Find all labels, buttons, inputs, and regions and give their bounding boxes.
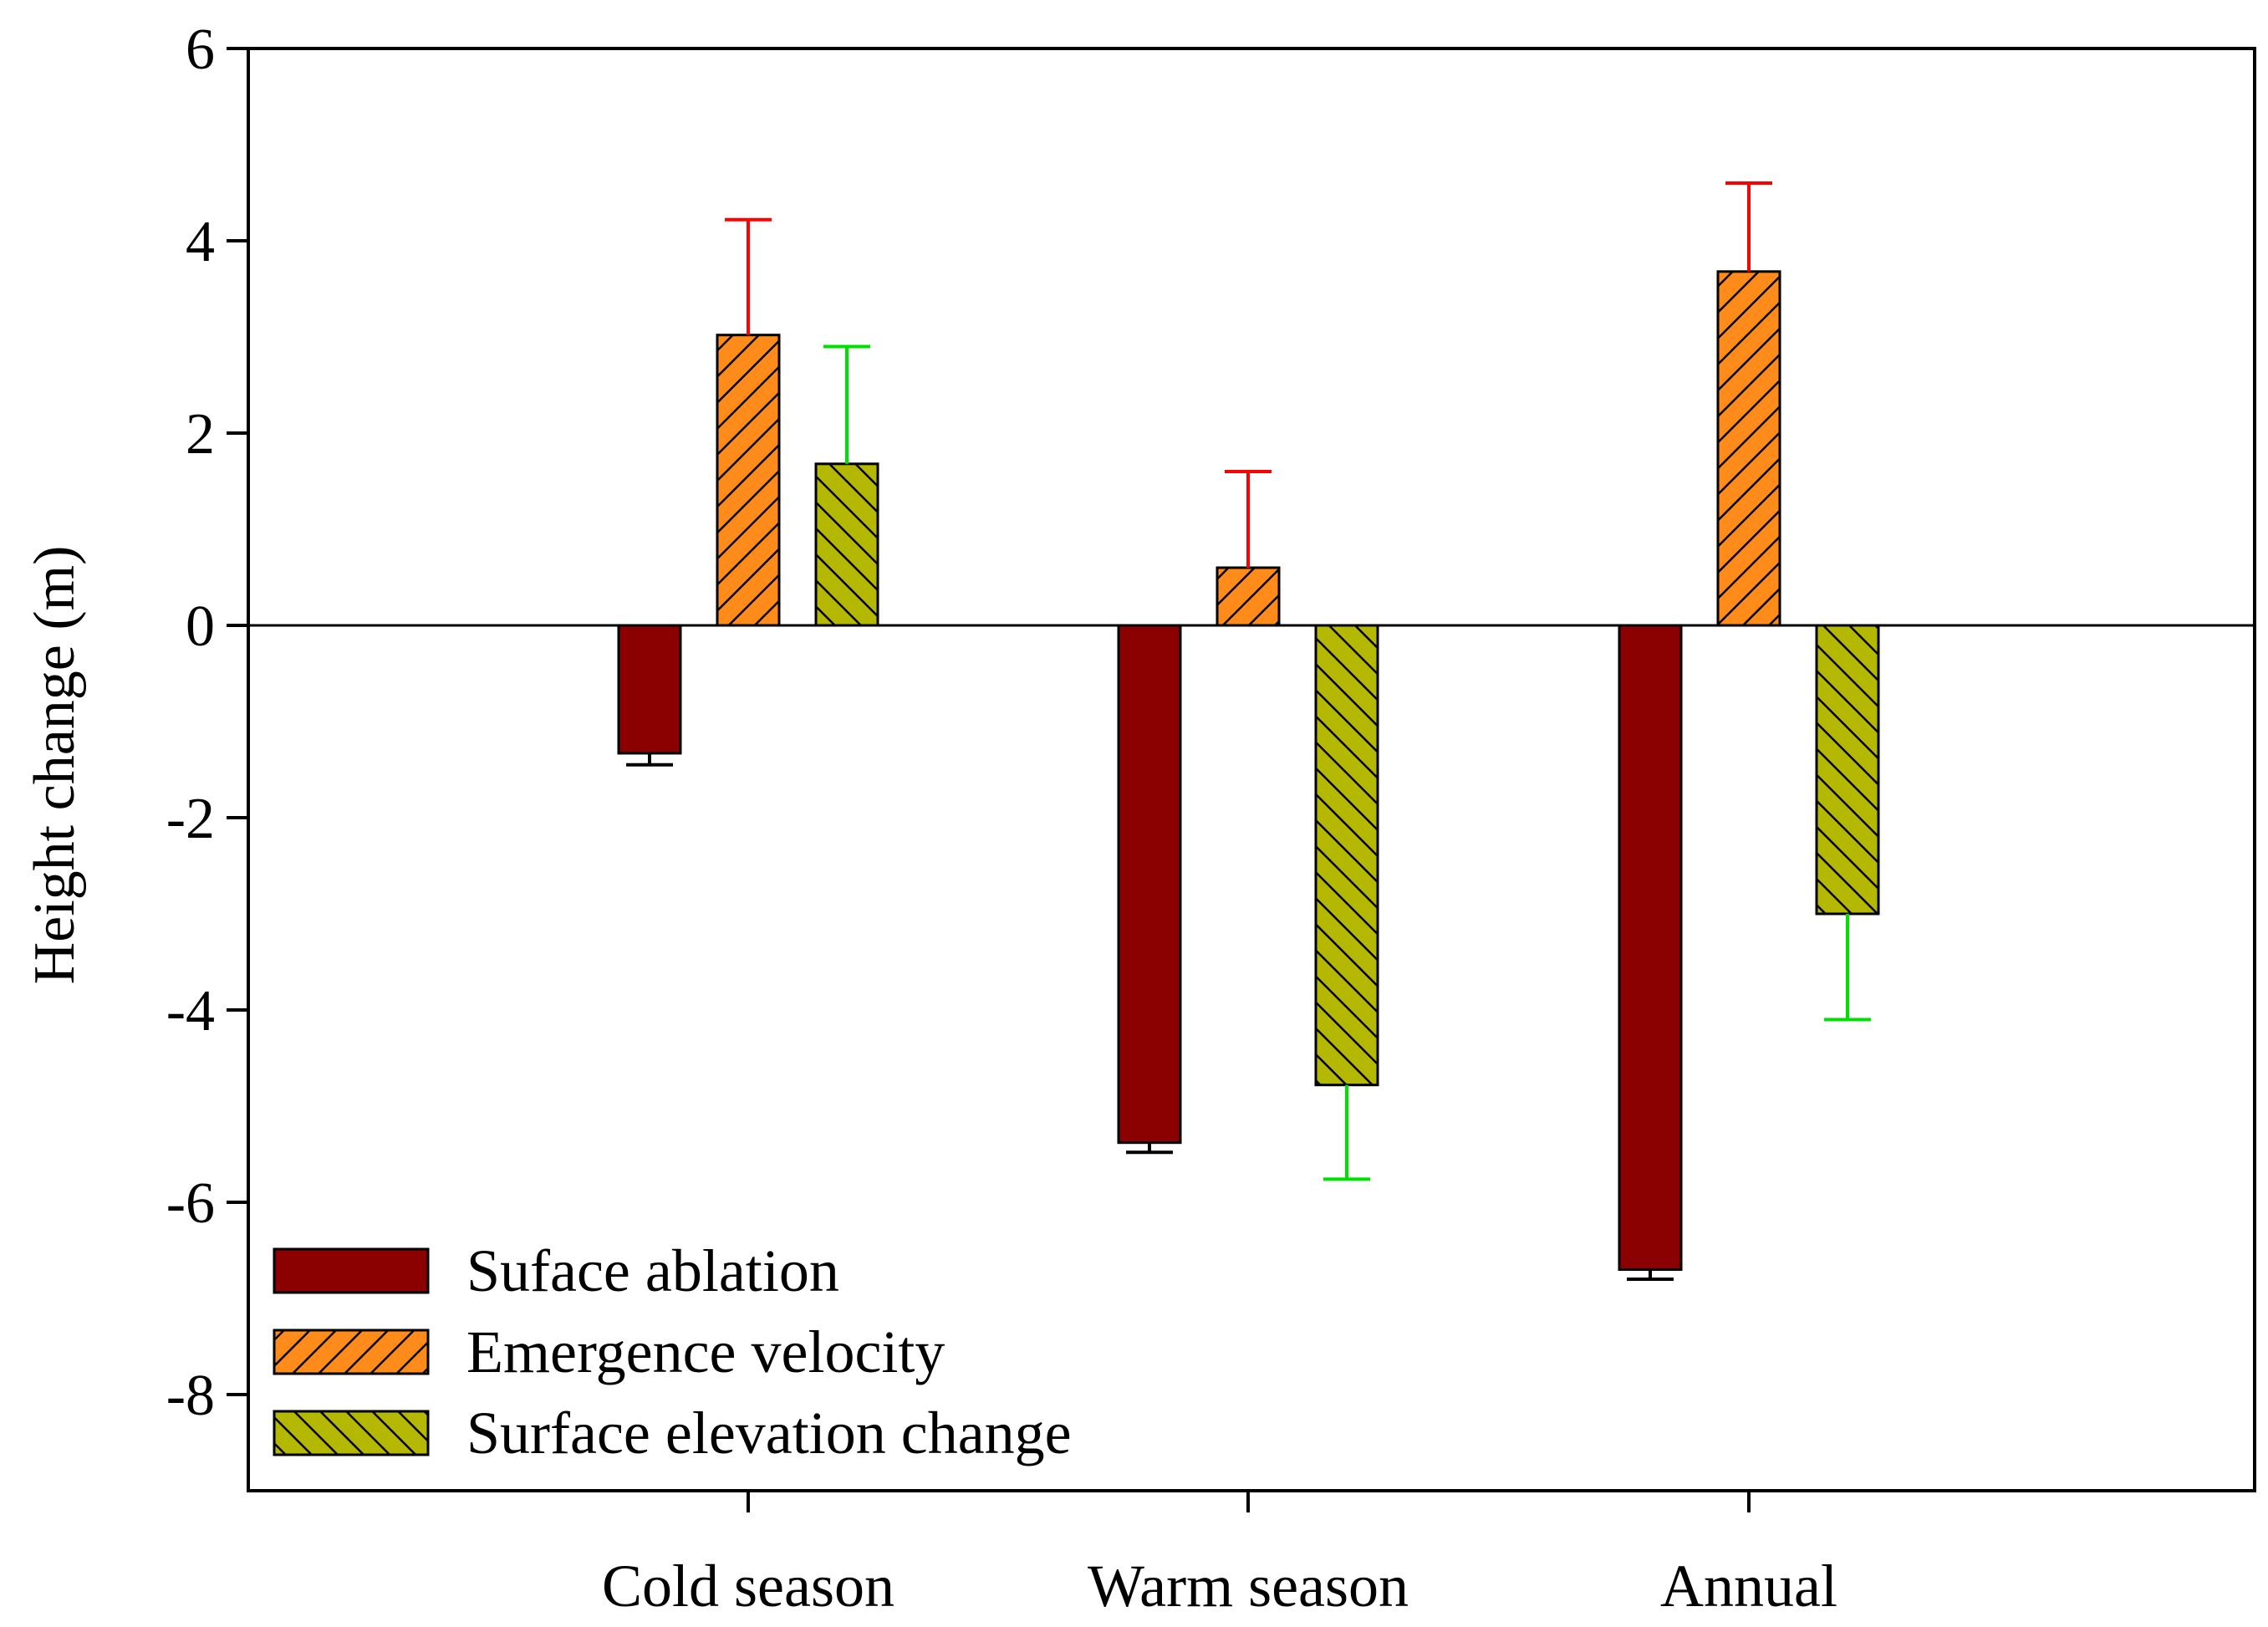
legend-swatch	[273, 1247, 430, 1294]
y-tick-label: 0	[186, 594, 215, 659]
bar	[617, 624, 682, 755]
bar	[1216, 566, 1281, 627]
legend-label: Emergence velocity	[466, 1318, 945, 1385]
legend-swatch	[273, 1410, 430, 1456]
legend-label: Surface elevation change	[466, 1400, 1072, 1466]
legend-label: Suface ablation	[466, 1237, 839, 1304]
bar	[814, 462, 879, 627]
bar	[1117, 624, 1182, 1145]
x-tick-label: Warm season	[1088, 1553, 1409, 1619]
plot-frame	[247, 47, 2256, 1492]
y-tick-label: 2	[186, 402, 215, 467]
axes-group: 6 4 2 0 -2 -4 -6 -8 Cold season Warm season Annual	[166, 18, 2256, 1619]
y-tick-label: -4	[166, 979, 215, 1043]
bar	[1716, 270, 1781, 627]
y-tick-label: 4	[186, 210, 215, 274]
bars-group	[617, 181, 1880, 1281]
y-tick-label: -2	[166, 787, 215, 851]
legend-swatch	[273, 1329, 430, 1375]
y-axis-title: Height change (m)	[23, 546, 87, 985]
y-tick-label: -6	[166, 1171, 215, 1236]
y-tick-label: 6	[186, 18, 215, 82]
x-tick-label: Cold season	[602, 1553, 894, 1619]
bar	[1314, 624, 1379, 1087]
y-tick-label: -8	[166, 1364, 215, 1428]
bar	[1815, 624, 1880, 916]
legend: Suface ablation Emergence velocity Surface…	[273, 1237, 1072, 1466]
bar	[1618, 624, 1683, 1271]
x-tick-label: Annual	[1660, 1553, 1837, 1619]
bar	[716, 334, 781, 627]
